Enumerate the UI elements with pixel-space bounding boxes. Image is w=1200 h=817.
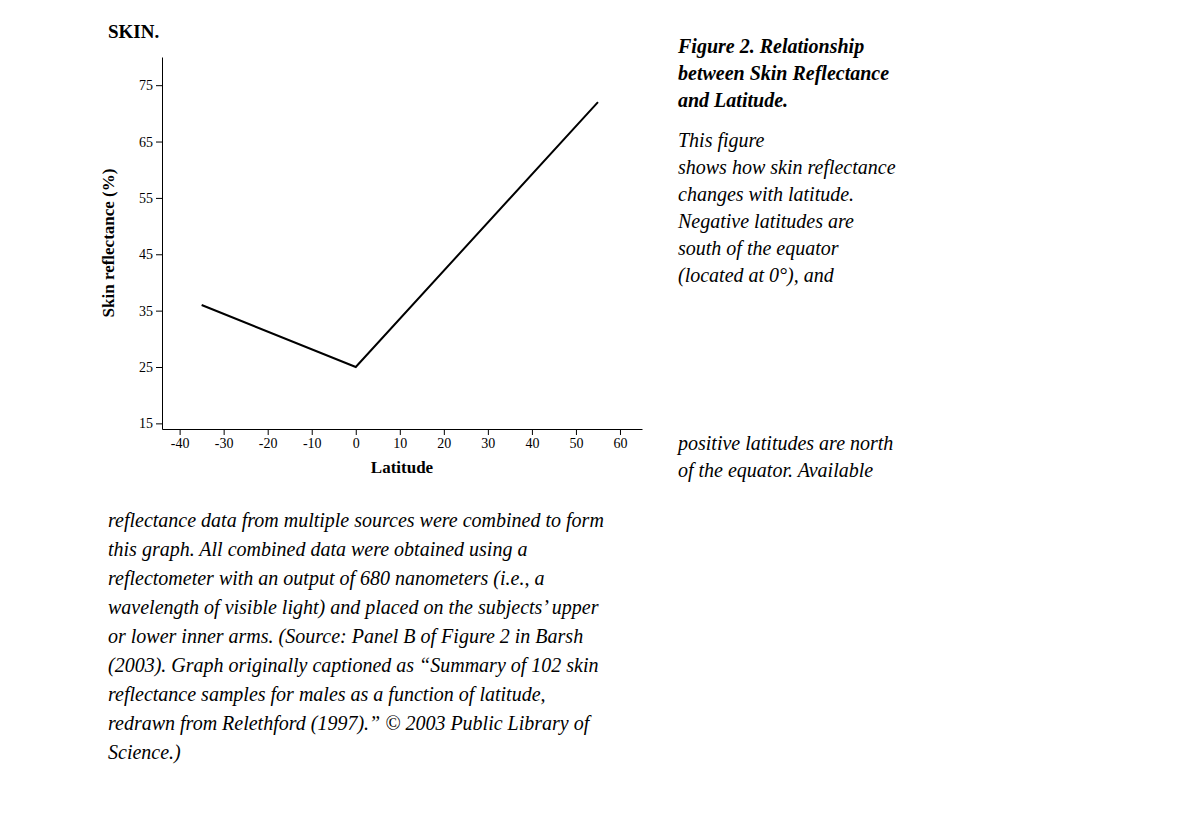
caption-line: south of the equator (678, 237, 839, 260)
caption-line: Science.) (108, 741, 181, 764)
tick-mark (156, 85, 162, 86)
tick-mark (268, 429, 269, 435)
line (202, 102, 598, 367)
caption-line: reflectometer with an output of 680 nano… (108, 567, 544, 590)
tick: 50 (569, 429, 583, 451)
tick-label: 30 (481, 436, 495, 451)
tick-label: 20 (437, 436, 451, 451)
tick: 25 (139, 360, 162, 375)
y-axis-title: Skin reflectance (%) (99, 169, 118, 318)
caption-line: shows how skin reflectance (678, 156, 896, 179)
axis-line (162, 58, 163, 430)
tick: 75 (139, 78, 162, 93)
tick: 30 (481, 429, 495, 451)
tick-mark (312, 429, 313, 435)
tick-label: 75 (139, 78, 153, 93)
caption-line: reflectance samples for males as a funct… (108, 683, 546, 706)
tick-mark (156, 142, 162, 143)
tick: 10 (393, 429, 407, 451)
caption-line: Figure 2. Relationship (677, 35, 864, 58)
tick-label: 25 (139, 360, 153, 375)
tick: -40 (171, 429, 190, 451)
tick-label: 50 (569, 436, 583, 451)
tick: 60 (613, 429, 627, 451)
tick: 35 (139, 304, 162, 319)
x-axis: -40 -30 -20 -10 0 10 20 30 40 50 60 (163, 429, 643, 451)
tick-label: -10 (303, 436, 322, 451)
caption-line: Negative latitudes are (677, 210, 854, 233)
plot-area: -40 -30 -20 -10 0 10 20 30 40 50 60 15 25 35 45 55 65 75 L… (99, 58, 643, 478)
caption-line: redrawn from Relethford (1997).” © 2003 … (108, 712, 592, 735)
caption: Figure 2. Relationship between Skin Refle… (108, 35, 896, 764)
tick-mark (156, 367, 162, 368)
tick: 15 (139, 416, 162, 431)
tick-label: 65 (139, 135, 153, 150)
caption-line: this graph. All combined data were obtai… (108, 538, 527, 561)
tick: 20 (437, 429, 451, 451)
tick-mark (156, 423, 162, 424)
caption-line: (located at 0°), and (678, 264, 835, 287)
tick: 0 (353, 429, 360, 451)
tick-label: -30 (215, 436, 234, 451)
tick-label: 10 (393, 436, 407, 451)
tick-label: -40 (171, 436, 190, 451)
tick: 40 (525, 429, 539, 451)
caption-line: of the equator. Available (678, 459, 873, 482)
tick-mark (620, 429, 621, 435)
caption-line: positive latitudes are north (676, 432, 893, 455)
x-axis-title: Latitude (371, 458, 434, 477)
caption-line: changes with latitude. (678, 183, 854, 206)
tick: -10 (303, 429, 322, 451)
caption-line: (2003). Graph originally captioned as “S… (108, 654, 599, 677)
caption-line: between Skin Reflectance (678, 62, 889, 85)
caption-line: wavelength of visible light) and placed … (108, 596, 599, 619)
caption-line: This figure (678, 129, 765, 152)
axis-line (163, 429, 643, 430)
chart: -40 -30 -20 -10 0 10 20 30 40 50 60 15 25 35 45 55 65 75 L… (0, 0, 1200, 817)
header: SKIN. (108, 21, 159, 42)
tick-label: 35 (139, 304, 153, 319)
tick-label: 40 (525, 436, 539, 451)
tick-mark (488, 429, 489, 435)
tick-mark (532, 429, 533, 435)
tick: -20 (259, 429, 278, 451)
tick-mark (400, 429, 401, 435)
tick: 65 (139, 135, 162, 150)
tick-label: 15 (139, 416, 153, 431)
caption-line: or lower inner arms. (Source: Panel B of… (108, 625, 583, 648)
data-layer (202, 102, 598, 367)
tick-label: 0 (353, 436, 360, 451)
tick-label: 55 (139, 191, 153, 206)
caption-line: reflectance data from multiple sources w… (108, 509, 604, 532)
tick-mark (224, 429, 225, 435)
tick-label: 45 (139, 247, 153, 262)
tick-mark (576, 429, 577, 435)
tick: -30 (215, 429, 234, 451)
tick-mark (356, 429, 357, 435)
tick-mark (156, 198, 162, 199)
tick-mark (180, 429, 181, 435)
tick-label: 60 (613, 436, 627, 451)
y-axis: 15 25 35 45 55 65 75 (139, 58, 163, 432)
tick-mark (156, 254, 162, 255)
tick-mark (156, 311, 162, 312)
tick-mark (444, 429, 445, 435)
tick: 45 (139, 247, 162, 262)
tick-label: -20 (259, 436, 278, 451)
tick: 55 (139, 191, 162, 206)
caption-line: and Latitude. (678, 89, 788, 111)
